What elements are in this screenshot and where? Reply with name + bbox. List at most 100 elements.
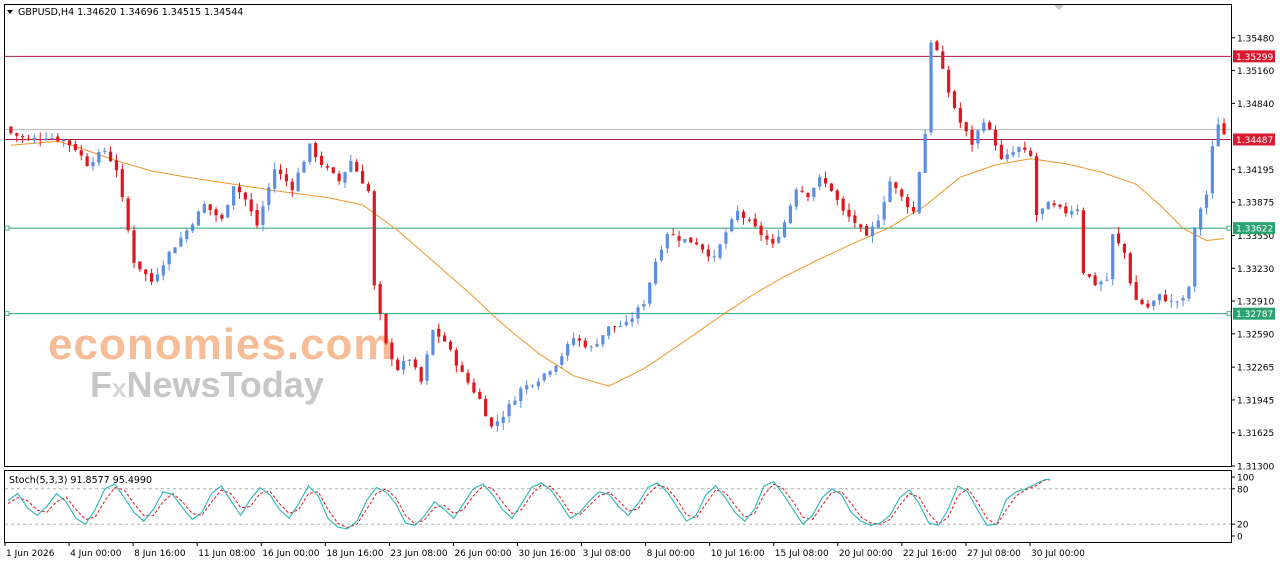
candle-bearish (21, 134, 25, 143)
candle-bearish (360, 164, 365, 184)
candle-bullish (618, 320, 623, 328)
time-tick-label: 11 Jun 08:00 (198, 549, 255, 559)
candle-bearish (753, 213, 757, 228)
candle-bullish (601, 335, 605, 348)
candle-bullish (589, 345, 593, 352)
candle-bullish (1075, 204, 1080, 216)
candle-bearish (1140, 298, 1144, 306)
level-anchor-handle[interactable] (4, 311, 10, 317)
candle-bullish (167, 250, 171, 271)
price-tick-label: 1.31945 (1237, 396, 1274, 406)
candle-bullish (50, 133, 54, 141)
time-tick-label: 20 Jul 00:00 (839, 549, 893, 559)
candle-bearish (1058, 203, 1062, 210)
candle-bearish (577, 335, 582, 347)
candle-bearish (378, 281, 382, 321)
candle-bearish (132, 225, 136, 269)
candle-bearish (331, 166, 335, 175)
candle-bearish (484, 395, 488, 417)
candle-bullish (976, 129, 980, 149)
time-tick-label: 8 Jun 16:00 (134, 549, 186, 559)
candle-bullish (513, 396, 517, 406)
level-anchor-handle[interactable] (1226, 311, 1232, 317)
candle-bullish (1216, 117, 1220, 147)
chart-shift-marker-icon[interactable] (1054, 5, 1064, 10)
candle-bearish (208, 204, 212, 216)
candle-bullish (495, 414, 499, 433)
price-tick-label: 1.35480 (1237, 34, 1274, 44)
svg-text:1.32787: 1.32787 (1236, 310, 1273, 320)
candle-bullish (226, 204, 230, 219)
candle-bearish (853, 210, 857, 228)
candle-bullish (788, 203, 792, 225)
price-tick-label: 1.32910 (1237, 298, 1274, 308)
candle-bullish (870, 221, 875, 243)
candle-bullish (1046, 200, 1050, 210)
level-anchor-handle[interactable] (4, 225, 10, 231)
candle-bearish (864, 224, 869, 237)
candle-bearish (741, 209, 746, 225)
level-anchor-handle[interactable] (1226, 225, 1232, 231)
candle-bullish (794, 187, 798, 211)
time-tick-label: 15 Jul 08:00 (775, 549, 829, 559)
candle-bearish (935, 39, 939, 52)
candle-bearish (284, 167, 288, 187)
candle-bearish (894, 181, 898, 194)
candle-bullish (730, 217, 734, 233)
stochastic-layer (5, 478, 1231, 530)
time-tick-label: 8 Jul 00:00 (647, 549, 696, 559)
candle-bullish (683, 238, 687, 244)
candle-bullish (929, 39, 933, 136)
time-tick-label: 3 Jul 08:00 (583, 549, 632, 559)
symbol-menu-triangle-icon[interactable] (7, 10, 13, 14)
candle-bullish (636, 304, 640, 325)
candle-bearish (829, 183, 834, 192)
candle-bearish (396, 357, 400, 372)
candle-bearish (1064, 202, 1068, 217)
price-tick-label: 1.32590 (1237, 330, 1274, 340)
candle-bearish (999, 139, 1003, 161)
candle-bearish (138, 261, 142, 272)
candle-bullish (519, 386, 523, 408)
price-tick-label: 1.35160 (1237, 67, 1274, 77)
candle-bearish (689, 237, 693, 243)
candle-bearish (765, 229, 769, 245)
candle-bullish (185, 228, 189, 243)
candle-bearish (970, 125, 974, 152)
candle-bullish (607, 326, 611, 340)
candle-bullish (232, 185, 236, 210)
stoch-tick-label: 20 (1237, 521, 1249, 531)
candle-bullish (407, 358, 412, 366)
stoch-header: Stoch(5,3,3) 91.8577 95.4990 (9, 475, 152, 486)
candle-bullish (191, 222, 195, 233)
time-tick-label: 22 Jul 16:00 (903, 549, 957, 559)
stoch-tick-label: 0 (1237, 533, 1243, 543)
candle-bearish (126, 196, 130, 233)
candle-bearish (583, 337, 587, 349)
candle-bearish (220, 212, 224, 222)
candle-bearish (1052, 199, 1056, 208)
candle-bearish (15, 132, 19, 143)
candle-bearish (67, 139, 72, 152)
candle-bearish (478, 388, 482, 400)
candle-bearish (319, 151, 324, 168)
level-price-badge: 1.33622 (1233, 222, 1275, 235)
candle-bullish (917, 171, 921, 215)
candle-bearish (859, 223, 863, 233)
candle-bullish (812, 187, 816, 202)
candle-bullish (1158, 293, 1162, 305)
candle-bullish (630, 311, 634, 328)
candle-bearish (1023, 141, 1027, 153)
candle-bearish (390, 338, 394, 367)
level-price-badge: 1.35299 (1233, 50, 1275, 63)
candle-bearish (905, 194, 910, 214)
candle-bullish (1105, 273, 1109, 282)
candle-bearish (706, 244, 710, 262)
candle-bullish (595, 338, 599, 348)
candle-bullish (202, 201, 206, 214)
candle-bearish (988, 120, 992, 131)
levels-layer (4, 55, 1232, 317)
symbol-header: GBPUSD,H4 1.34620 1.34696 1.34515 1.3454… (18, 7, 243, 18)
